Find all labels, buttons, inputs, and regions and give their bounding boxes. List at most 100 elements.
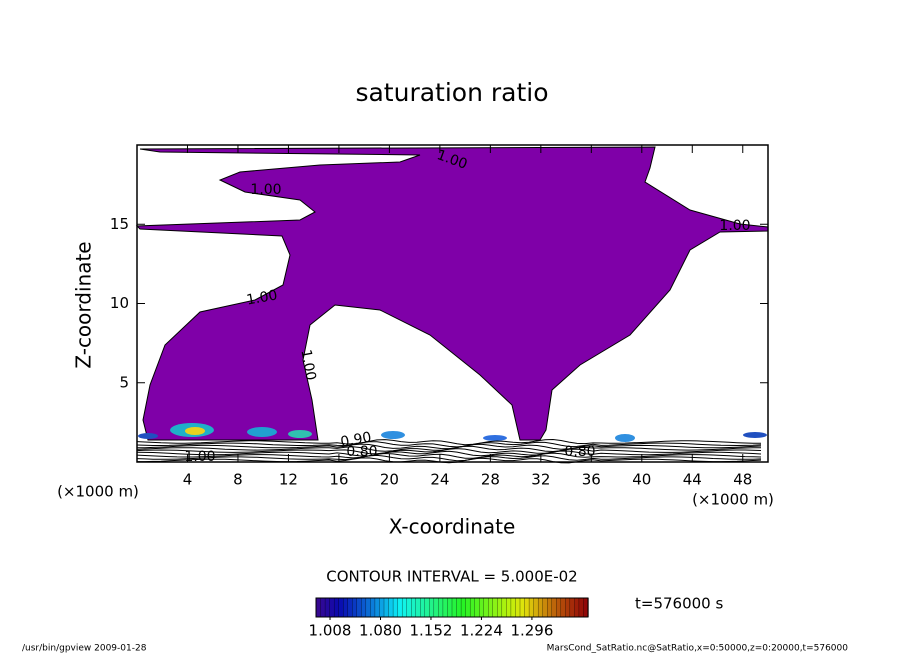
x-tick-label: 32: [531, 471, 550, 489]
contour-label: 0.80: [564, 444, 595, 460]
colorbar-tick-label: 1.008: [309, 622, 352, 640]
blob: [743, 432, 767, 438]
colorbar-cell: [333, 597, 340, 618]
colorbar-cell: [365, 597, 372, 618]
colorbar-cell: [392, 597, 399, 618]
colorbar-cell: [460, 597, 467, 618]
colorbar-cell: [497, 597, 503, 618]
colorbar-cell: [483, 597, 489, 618]
colorbar-cell: [569, 597, 576, 618]
y-axis-label: Z-coordinate: [72, 241, 96, 368]
colorbar-cell: [528, 597, 535, 618]
colorbar-cell: [352, 597, 358, 618]
colorbar-cell: [442, 597, 449, 618]
footer-left: /usr/bin/gpview 2009-01-28: [22, 644, 147, 654]
x-tick-label: 48: [733, 471, 752, 489]
colorbar-cell: [510, 597, 517, 618]
colorbar-cell: [433, 597, 440, 618]
colorbar-cell: [537, 597, 544, 618]
colorbar-cell: [488, 597, 494, 618]
colorbar-cell: [479, 597, 485, 618]
colorbar-cell: [424, 597, 430, 618]
x-tick-label: 44: [683, 471, 702, 489]
contour-label: 0.90: [339, 429, 372, 450]
x-tick-label: 28: [481, 471, 500, 489]
colorbar-cell: [374, 597, 381, 618]
colorbar-cell: [415, 597, 421, 618]
y-tick-label: 15: [110, 215, 129, 233]
colorbar-cell: [320, 597, 326, 618]
contour-label: 1.00: [250, 182, 281, 198]
contour-line: [136, 452, 762, 459]
contour-label: 1.00: [297, 348, 318, 381]
colorbar-cell: [474, 597, 480, 618]
colorbar-tick-label: 1.296: [510, 622, 553, 640]
colorbar-cell: [492, 597, 498, 618]
y-unit: (×1000 m): [57, 483, 139, 501]
x-tick-label: 4: [183, 471, 193, 489]
x-tick-label: 8: [233, 471, 243, 489]
colorbar-cell: [324, 597, 331, 618]
blob: [247, 427, 277, 437]
colorbar-cell: [451, 597, 458, 618]
x-tick-label: 12: [279, 471, 298, 489]
colorbar-cell: [401, 597, 408, 618]
colorbar-cell: [578, 597, 585, 618]
colorbar-cell: [420, 597, 426, 618]
x-unit: (×1000 m): [692, 491, 774, 509]
x-axis-label: X-coordinate: [389, 515, 516, 539]
contour-line: [136, 448, 762, 455]
contour-line: [136, 438, 761, 446]
colorbar-cell: [411, 597, 417, 618]
colorbar-cell: [465, 597, 471, 618]
y-tick-label: 10: [110, 294, 129, 312]
colorbar-cell: [556, 597, 562, 618]
x-tick-label: 24: [430, 471, 449, 489]
colorbar-tick-label: 1.080: [359, 622, 402, 640]
colorbar-cell: [560, 597, 566, 618]
contour-label: 1.00: [184, 449, 215, 465]
colorbar-cell: [542, 597, 548, 618]
colorbar-cell: [519, 597, 526, 618]
blob: [615, 434, 635, 442]
highlights: [138, 423, 767, 442]
blob: [288, 430, 312, 438]
colorbar-tick-label: 1.224: [460, 622, 503, 640]
contour-line: [136, 450, 762, 457]
colorbar-cell: [388, 597, 394, 618]
blob: [381, 431, 405, 439]
colorbar-cell: [343, 597, 349, 618]
colorbar-cell: [565, 597, 571, 618]
blob: [483, 435, 507, 441]
time-label: t=576000 s: [635, 595, 723, 613]
blob: [185, 427, 205, 435]
contour-line: [136, 441, 762, 448]
colorbar-cell: [515, 597, 521, 618]
colorbar-cell: [469, 597, 476, 618]
colorbar-cell: [456, 597, 462, 618]
colorbar-cell: [383, 597, 390, 618]
footer-right: MarsCond_SatRatio.nc@SatRatio,x=0:50000,…: [547, 644, 849, 654]
colorbar-cell: [574, 597, 580, 618]
colorbar-cell: [370, 597, 376, 618]
colorbar-frame: [315, 597, 589, 618]
saturated-region: [135, 146, 769, 441]
colorbar-cell: [347, 597, 353, 618]
x-tick-label: 16: [329, 471, 348, 489]
colorbar-cell: [547, 597, 553, 618]
chart-title: saturation ratio: [355, 78, 548, 107]
x-tick-label: 36: [582, 471, 601, 489]
colorbar-cell: [447, 597, 453, 618]
contour-line: [136, 454, 762, 462]
colorbar-tick-label: 1.152: [409, 622, 452, 640]
colorbar: 1.008 1.080 1.152 1.224 1.296: [309, 597, 589, 640]
colorbar-cell: [429, 597, 435, 618]
colorbar-cell: [356, 597, 362, 618]
colorbar-cell: [533, 597, 539, 618]
colorbar-cell: [506, 597, 512, 618]
colorbar-cell: [551, 597, 557, 618]
colorbar-cell: [406, 597, 412, 618]
colorbar-cell: [397, 597, 403, 618]
contour-label: 1.00: [719, 218, 750, 234]
